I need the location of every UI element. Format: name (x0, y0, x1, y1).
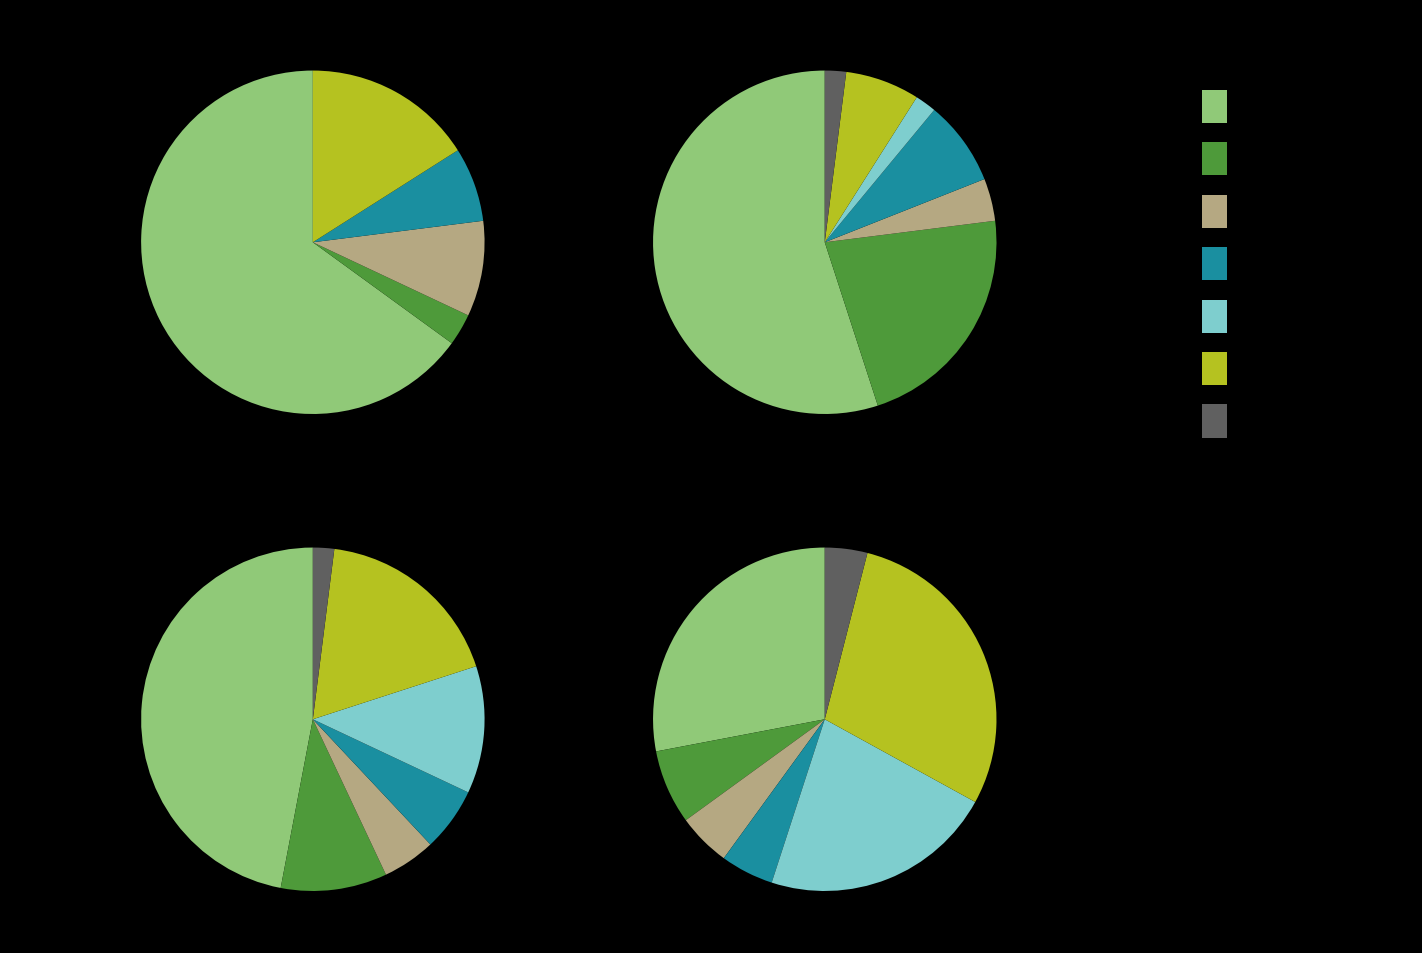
Wedge shape (313, 720, 468, 844)
Wedge shape (653, 71, 877, 415)
Wedge shape (313, 71, 458, 243)
Wedge shape (724, 720, 825, 882)
Wedge shape (825, 98, 934, 243)
Wedge shape (653, 548, 825, 752)
Wedge shape (313, 152, 483, 243)
Wedge shape (313, 548, 334, 720)
Wedge shape (313, 221, 485, 316)
Wedge shape (825, 111, 984, 243)
Wedge shape (141, 71, 452, 415)
Wedge shape (141, 548, 313, 888)
Wedge shape (825, 72, 917, 243)
Wedge shape (825, 221, 997, 406)
Wedge shape (280, 720, 385, 891)
Wedge shape (313, 549, 476, 720)
Wedge shape (825, 548, 867, 720)
Wedge shape (313, 243, 468, 344)
Wedge shape (656, 720, 825, 821)
Wedge shape (825, 554, 997, 802)
Wedge shape (685, 720, 825, 859)
Wedge shape (772, 720, 975, 891)
Wedge shape (825, 71, 846, 243)
Wedge shape (825, 180, 995, 243)
Wedge shape (313, 666, 485, 793)
Wedge shape (313, 720, 431, 875)
